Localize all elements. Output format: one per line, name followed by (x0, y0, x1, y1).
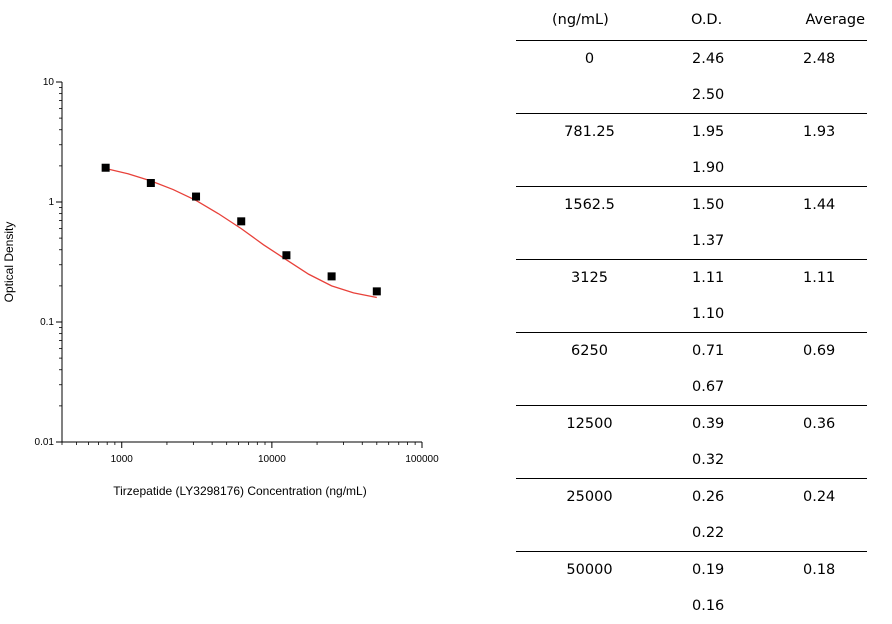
empty-cell (516, 77, 663, 114)
data-point (327, 272, 336, 281)
table-row: 1.10 (516, 296, 867, 333)
concentration-cell: 25000 (566, 489, 613, 505)
concentration-cell: 6250 (571, 343, 608, 359)
empty-cell (771, 369, 867, 406)
od-cell: 1.10 (663, 296, 771, 333)
y-tick-label: 0.01 (35, 437, 55, 448)
empty-cell (771, 77, 867, 114)
table-row: 0 2.46 2.48 (516, 41, 867, 78)
empty-cell (771, 296, 867, 333)
average-cell: 1.93 (803, 124, 836, 140)
table-row: 0.32 (516, 442, 867, 479)
average-cell: 2.48 (803, 51, 836, 67)
y-tick-label: 0.1 (40, 317, 54, 328)
table-row: 0.22 (516, 515, 867, 552)
table-row: 1.37 (516, 223, 867, 260)
od-cell: 1.11 (692, 270, 725, 286)
chart-axes (56, 81, 423, 448)
table-row: 3125 1.11 1.11 (516, 260, 867, 297)
fit-curve (105, 167, 377, 299)
od-data-table: (ng/mL) O.D. Average 0 2.46 2.48 2.50 781.25… (516, 0, 867, 624)
data-point (282, 251, 291, 260)
od-cell: 1.50 (692, 197, 725, 213)
empty-cell (771, 515, 867, 552)
average-cell: 1.11 (803, 270, 836, 286)
od-cell: 0.19 (692, 562, 725, 578)
header-average: Average (771, 0, 867, 41)
y-tick-label: 10 (43, 77, 55, 88)
y-tick-label: 1 (48, 197, 54, 208)
empty-cell (771, 588, 867, 624)
average-cell: 0.18 (803, 562, 836, 578)
table-header-row: (ng/mL) O.D. Average (516, 0, 867, 41)
average-cell: 0.36 (803, 416, 836, 432)
average-cell: 0.69 (803, 343, 836, 359)
empty-cell (516, 369, 663, 406)
empty-cell (516, 515, 663, 552)
y-axis-title: Optical Density (2, 222, 16, 303)
data-point (372, 287, 381, 296)
od-cell: 1.95 (692, 124, 725, 140)
data-point (237, 217, 246, 226)
data-point (146, 178, 155, 187)
od-cell: 0.22 (663, 515, 771, 552)
od-cell: 0.71 (692, 343, 725, 359)
table-row: 2.50 (516, 77, 867, 114)
table-row: 50000 0.19 0.18 (516, 552, 867, 589)
empty-cell (771, 442, 867, 479)
empty-cell (516, 296, 663, 333)
concentration-cell: 12500 (566, 416, 613, 432)
od-cell: 2.50 (663, 77, 771, 114)
concentration-cell: 1562.5 (564, 197, 615, 213)
tick-labels-layer: 0.01 0.1 1 10 1000 10000 100000 (35, 77, 440, 465)
od-cell: 2.46 (692, 51, 725, 67)
data-points-layer (101, 163, 381, 296)
chart-svg: 0.01 0.1 1 10 1000 10000 100000 Optical Densit… (2, 77, 440, 498)
empty-cell (516, 223, 663, 260)
empty-cell (516, 150, 663, 187)
empty-cell (771, 223, 867, 260)
od-cell: 1.90 (663, 150, 771, 187)
header-concentration: (ng/mL) (516, 0, 663, 41)
header-od: O.D. (663, 0, 771, 41)
od-cell: 0.26 (692, 489, 725, 505)
x-tick-label: 10000 (258, 454, 286, 465)
table-row: 25000 0.26 0.24 (516, 479, 867, 516)
data-point (192, 192, 201, 201)
od-cell: 1.37 (663, 223, 771, 260)
empty-cell (516, 442, 663, 479)
table-row: 6250 0.71 0.69 (516, 333, 867, 370)
average-cell: 0.24 (803, 489, 836, 505)
x-axis-title: Tirzepatide (LY3298176) Concentration (n… (113, 484, 366, 498)
standard-curve-chart: 0.01 0.1 1 10 1000 10000 100000 Optical Densit… (0, 0, 480, 560)
concentration-cell: 50000 (566, 562, 613, 578)
data-point (101, 163, 110, 172)
average-cell: 1.44 (803, 197, 836, 213)
od-cell: 0.16 (692, 598, 725, 614)
table-row: 0.16 (516, 588, 867, 624)
od-cell: 0.32 (663, 442, 771, 479)
x-tick-label: 1000 (111, 454, 134, 465)
concentration-cell: 0 (584, 51, 595, 67)
table-row: 781.25 1.95 1.93 (516, 114, 867, 151)
empty-cell (771, 150, 867, 187)
table-row: 12500 0.39 0.36 (516, 406, 867, 443)
concentration-cell: 3125 (571, 270, 608, 286)
empty-cell (516, 588, 663, 624)
od-data-table-container: (ng/mL) O.D. Average 0 2.46 2.48 2.50 781.25… (516, 0, 867, 624)
table-row: 1.90 (516, 150, 867, 187)
concentration-cell: 781.25 (564, 124, 615, 140)
fit-curve-layer (105, 167, 377, 299)
table-row: 0.67 (516, 369, 867, 406)
x-tick-label: 100000 (405, 454, 439, 465)
od-cell: 0.67 (663, 369, 771, 406)
od-cell: 0.39 (692, 416, 725, 432)
table-row: 1562.5 1.50 1.44 (516, 187, 867, 224)
